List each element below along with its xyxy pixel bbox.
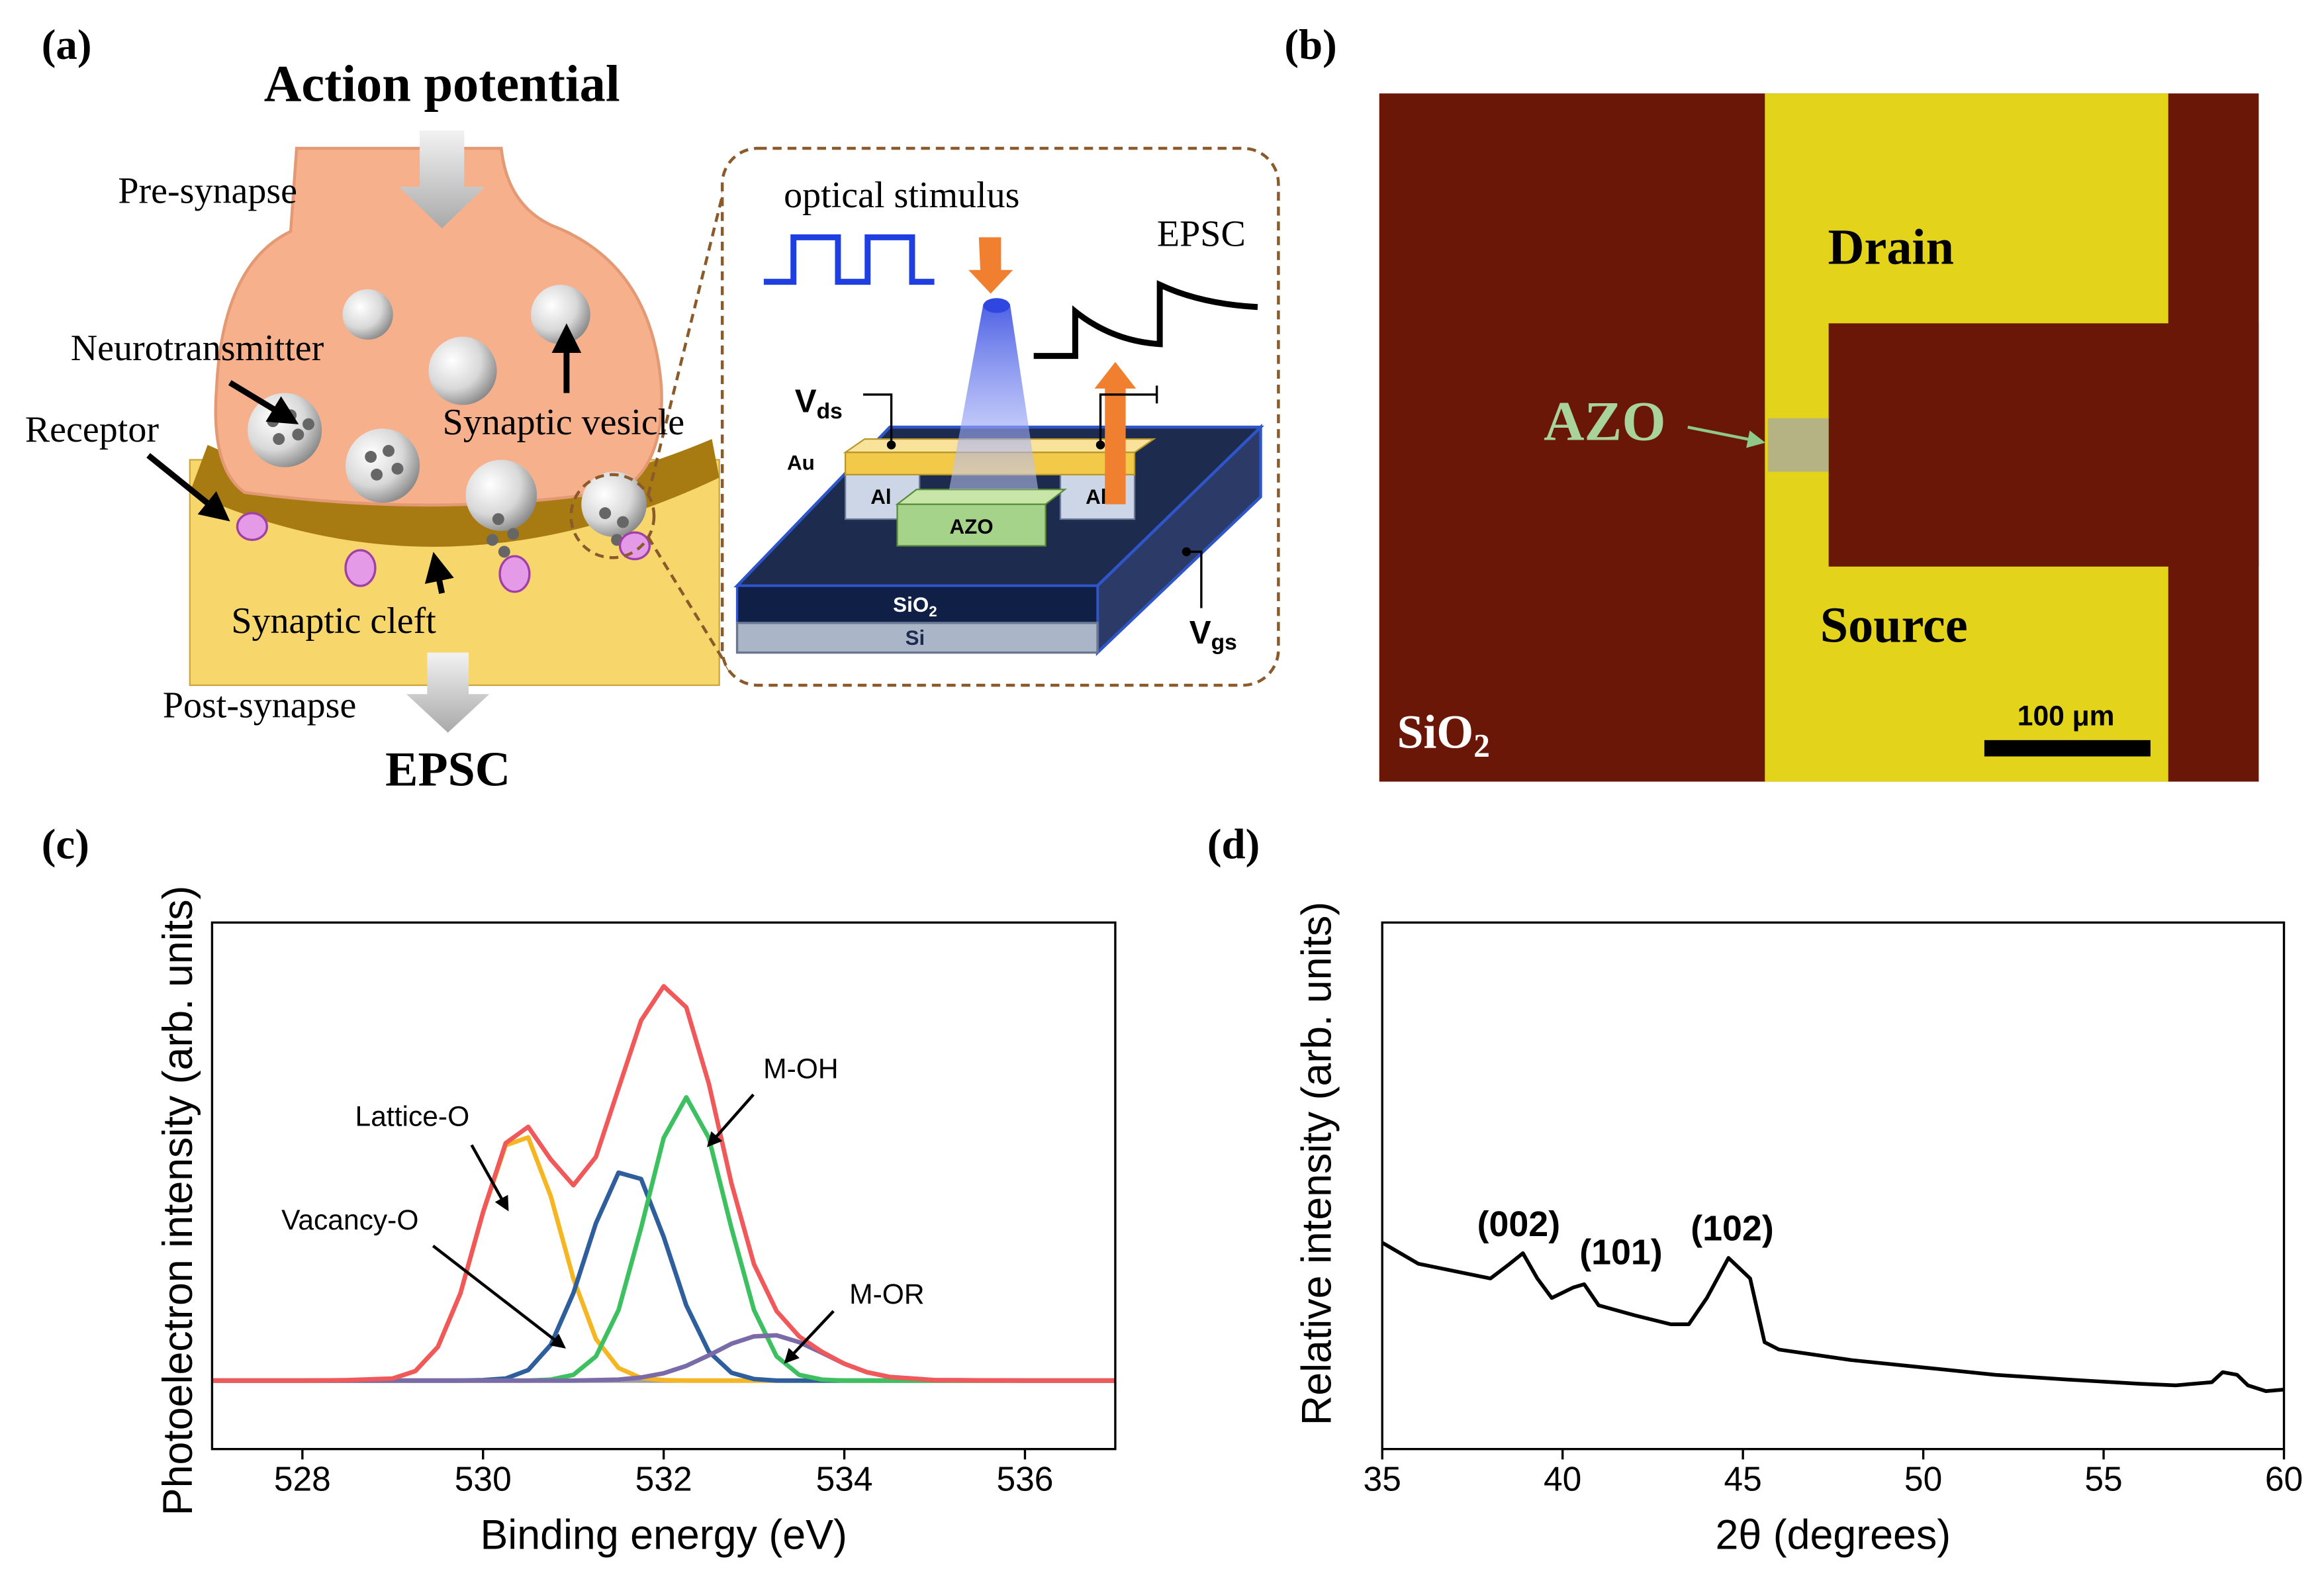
series-label: M-OR bbox=[849, 1278, 924, 1310]
x-tick-label: 528 bbox=[274, 1460, 331, 1498]
label: SiO2 bbox=[1397, 706, 1490, 764]
vesicle bbox=[342, 289, 393, 340]
zoom-line bbox=[646, 166, 731, 496]
label: Source bbox=[1820, 598, 1968, 653]
x-tick-label: 55 bbox=[2084, 1460, 2122, 1498]
peak-label: (102) bbox=[1691, 1209, 1773, 1249]
label: Vds bbox=[795, 383, 843, 423]
label: Synaptic vesicle bbox=[443, 402, 684, 443]
pointer bbox=[470, 1144, 509, 1212]
azo-patch bbox=[1767, 418, 1829, 472]
contact bbox=[1182, 547, 1191, 557]
label: Al bbox=[870, 485, 891, 508]
pointer bbox=[784, 1310, 835, 1364]
gap bbox=[1828, 323, 2259, 567]
label: Drain bbox=[1828, 219, 1954, 275]
data-line bbox=[212, 1135, 1115, 1383]
y-axis-label: Photoelectron intensity (arb. units) bbox=[155, 886, 201, 1516]
output-arrow bbox=[406, 652, 490, 733]
pointer bbox=[432, 1244, 566, 1349]
data-line bbox=[212, 1333, 1115, 1383]
label: Au bbox=[787, 451, 815, 474]
label: Receptor bbox=[25, 409, 159, 450]
contact bbox=[886, 440, 896, 450]
chart: 35 40 45 50 55 60 2θ (degrees) Relative intensi… bbox=[1207, 820, 2303, 1558]
scale-bar bbox=[1984, 740, 2151, 757]
ground-lead bbox=[1099, 393, 1157, 446]
label: Post-synapse bbox=[163, 685, 356, 726]
si-layer bbox=[735, 622, 1099, 654]
label: Pre-synapse bbox=[118, 170, 297, 211]
x-tick-label: 45 bbox=[1724, 1460, 1761, 1498]
chart: 528 530 532 534 536 Binding energy (eV) Photoe… bbox=[42, 820, 1117, 1559]
x-axis-label: 2θ (degrees) bbox=[1716, 1512, 1951, 1559]
label: Synaptic cleft bbox=[231, 601, 436, 642]
data-line bbox=[1381, 1241, 2284, 1393]
scale-label: 100 μm bbox=[2018, 700, 2115, 732]
x-tick-label: 60 bbox=[2265, 1460, 2303, 1498]
x-tick-label: 534 bbox=[816, 1460, 873, 1498]
pointer bbox=[1687, 425, 1766, 448]
vesicle bbox=[248, 393, 322, 467]
azo-top bbox=[895, 489, 1068, 505]
contact bbox=[1095, 440, 1105, 450]
plot-frame bbox=[210, 921, 1117, 1451]
pulse-train bbox=[763, 234, 935, 285]
peak-label: (002) bbox=[1477, 1204, 1560, 1244]
zoom-circle bbox=[569, 473, 656, 559]
x-tick-label: 532 bbox=[635, 1460, 692, 1498]
vgs-lead bbox=[1186, 550, 1203, 608]
light-source bbox=[983, 298, 1010, 313]
plot-frame bbox=[1381, 921, 2286, 1451]
epsc-trace bbox=[1033, 280, 1258, 360]
azo-film bbox=[896, 503, 1046, 547]
vesicle bbox=[428, 336, 497, 405]
label: optical stimulus bbox=[784, 175, 1019, 216]
y-axis-label: Relative intensity (arb. units) bbox=[1294, 902, 1340, 1425]
vesicle bbox=[465, 459, 537, 531]
label: Si bbox=[906, 626, 925, 649]
series-label: Vacancy-O bbox=[281, 1204, 418, 1236]
label: EPSC bbox=[1157, 213, 1246, 254]
pointer-arrows bbox=[146, 323, 582, 594]
series-label: Lattice-O bbox=[355, 1100, 470, 1132]
x-tick-label: 50 bbox=[1904, 1460, 1942, 1498]
output-label: EPSC bbox=[385, 742, 510, 796]
data-line bbox=[212, 984, 1115, 1383]
panel-label: (c) bbox=[42, 820, 89, 868]
title: Action potential bbox=[264, 54, 620, 112]
stimulus-arrow bbox=[968, 237, 1013, 294]
current-arrow bbox=[1094, 361, 1137, 505]
label: AZO bbox=[1544, 391, 1665, 453]
label: Al bbox=[1086, 485, 1106, 508]
pointer bbox=[707, 1093, 755, 1147]
zoom-line bbox=[647, 536, 731, 671]
x-axis-label: Binding energy (eV) bbox=[480, 1512, 847, 1559]
vds-lead bbox=[863, 393, 893, 446]
receptors bbox=[236, 512, 651, 593]
panel-a: (a) Action potential Pre-synapse bbox=[25, 21, 1280, 796]
label: AZO bbox=[949, 515, 993, 538]
pre-synapse-shape bbox=[214, 146, 663, 507]
input-arrow bbox=[398, 130, 485, 228]
charts: 528 530 532 534 536 Binding energy (eV) Photoe… bbox=[42, 820, 2303, 1558]
series-label: M-OH bbox=[763, 1053, 838, 1085]
panel-label: (a) bbox=[42, 21, 92, 69]
x-tick-label: 536 bbox=[996, 1460, 1053, 1498]
panel-label: (b) bbox=[1284, 21, 1336, 69]
vesicle bbox=[346, 428, 420, 503]
panel-b: (b) Drain AZO Source SiO2 100 μm bbox=[1284, 21, 2259, 782]
vesicle bbox=[581, 471, 647, 537]
label: Neurotransmitter bbox=[71, 328, 324, 369]
peak-label: (101) bbox=[1579, 1232, 1662, 1272]
panel-label: (d) bbox=[1207, 820, 1260, 868]
label: Vgs bbox=[1189, 614, 1237, 655]
x-tick-label: 530 bbox=[455, 1460, 512, 1498]
vesicle bbox=[531, 285, 590, 344]
x-tick-label: 40 bbox=[1544, 1460, 1581, 1498]
light-beam bbox=[949, 304, 1039, 490]
label: SiO2 bbox=[893, 594, 937, 620]
x-tick-label: 35 bbox=[1364, 1460, 1401, 1498]
